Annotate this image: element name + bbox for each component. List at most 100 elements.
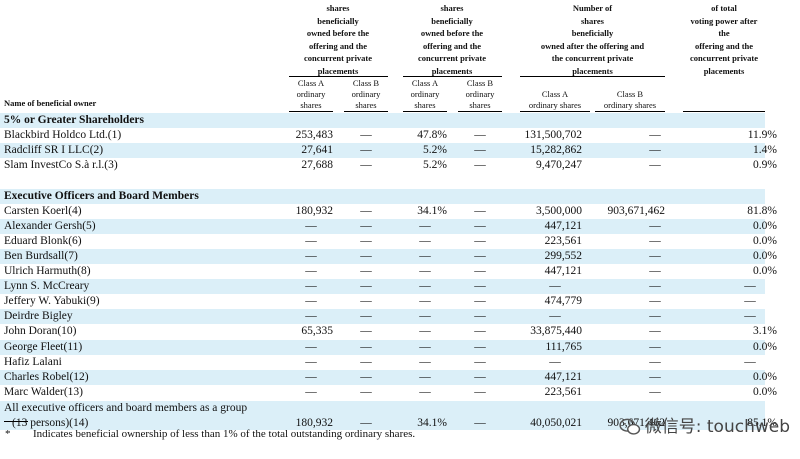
header-before-count: shares beneficially owned before the offeri… xyxy=(288,2,388,77)
cell-vote: — xyxy=(744,295,756,308)
cell-vote: — xyxy=(744,280,756,293)
cell-a_b: — xyxy=(649,385,661,398)
cell-b_b: — xyxy=(360,219,372,232)
cell-p_b: — xyxy=(474,295,486,308)
owner-name: Hafiz Lalani xyxy=(4,355,62,368)
cell-a_a: 33,875,440 xyxy=(530,325,582,338)
subheader-line: Class B xyxy=(616,89,644,99)
cell-a_a: 131,500,702 xyxy=(524,129,583,142)
cell-a_b: — xyxy=(649,280,661,293)
cell-p_b: — xyxy=(474,280,486,293)
subheader-line: ordinary shares xyxy=(603,100,657,110)
cell-b_a: — xyxy=(305,219,317,232)
cell-a_a: 111,765 xyxy=(545,340,582,353)
header-line: owned after the offering and xyxy=(540,40,645,51)
cell-vote: 0.0% xyxy=(753,340,777,353)
subheader-line: Class A xyxy=(541,89,569,99)
cell-p_b: — xyxy=(474,385,486,398)
header-rule xyxy=(289,76,388,77)
cell-a_a: 223,561 xyxy=(544,234,582,247)
subheader-rule xyxy=(289,111,333,112)
cell-a_a: 40,050,021 xyxy=(530,417,582,429)
subheader-rule xyxy=(683,111,765,112)
row-band xyxy=(0,339,765,355)
cell-vote: 0.0% xyxy=(753,385,777,398)
owner-name: Carsten Koerl(4) xyxy=(4,204,82,217)
header-line: of total xyxy=(711,3,737,13)
header-line: the xyxy=(718,28,730,38)
cell-b_b: — xyxy=(360,325,372,338)
subheader-line: Class A xyxy=(297,78,325,88)
header-before-percent: shares beneficially owned before the offeri… xyxy=(402,2,502,77)
cell-a_b: — xyxy=(649,325,661,338)
owner-name: Eduard Blonk(6) xyxy=(4,234,82,247)
cell-b_a: — xyxy=(305,234,317,247)
owner-name: John Doran(10) xyxy=(4,325,77,338)
cell-a_a: — xyxy=(549,310,561,323)
cell-p_b: — xyxy=(474,144,486,157)
subheader-line: Class B xyxy=(466,78,494,88)
header-line: concurrent private xyxy=(417,53,487,63)
owner-name: Alexander Gersh(5) xyxy=(4,219,96,232)
cell-b_a: 65,335 xyxy=(301,325,333,338)
watermark-text: 微信号: touchweb xyxy=(644,417,790,437)
cell-a_b: — xyxy=(649,295,661,308)
footnote-marker: * xyxy=(5,428,11,440)
cell-p_a: — xyxy=(419,370,431,383)
footnote-rule xyxy=(4,421,28,422)
cell-a_b: — xyxy=(649,265,661,277)
cell-vote: 0.9% xyxy=(753,159,777,172)
cell-a_b: 903,671,462 xyxy=(607,417,666,429)
cell-p_b: — xyxy=(474,417,486,429)
subheader-rule xyxy=(520,111,590,112)
total-name-line2: (13 persons)(14) xyxy=(12,417,89,429)
subheader-rule xyxy=(403,111,447,112)
cell-a_b: — xyxy=(649,355,661,368)
cell-p_b: — xyxy=(474,310,486,323)
header-line: beneficially xyxy=(571,28,614,38)
row-band xyxy=(0,113,765,129)
cell-p_b: — xyxy=(474,159,486,172)
cell-p_b: — xyxy=(474,204,486,217)
cell-p_a: — xyxy=(419,265,431,277)
cell-b_b: — xyxy=(360,355,372,368)
header-line: concurrent private xyxy=(689,53,759,63)
subheader-line: shares xyxy=(414,100,436,110)
cell-a_b: — xyxy=(649,340,661,353)
subheader-line: ordinary xyxy=(351,89,381,99)
cell-p_a: — xyxy=(419,340,431,353)
cell-a_a: 299,552 xyxy=(544,249,582,262)
header-rule xyxy=(403,76,502,77)
cell-p_b: — xyxy=(474,370,486,383)
cell-b_b: — xyxy=(360,385,372,398)
row-band xyxy=(0,248,765,264)
cell-b_a: — xyxy=(305,249,317,262)
cell-a_a: — xyxy=(549,355,561,368)
cell-p_b: — xyxy=(474,129,486,142)
header-line: concurrent private xyxy=(303,53,373,63)
cell-a_b: — xyxy=(649,310,661,323)
header-line: offering and the xyxy=(308,40,368,51)
cell-b_a: 180,932 xyxy=(295,204,333,217)
cell-a_a: 447,121 xyxy=(544,265,582,277)
cell-b_b: — xyxy=(360,265,372,277)
cell-p_b: — xyxy=(474,249,486,262)
cell-a_b: — xyxy=(649,234,661,247)
cell-b_a: — xyxy=(305,280,317,293)
cell-p_b: — xyxy=(474,265,486,277)
cell-a_b: — xyxy=(649,159,661,172)
cell-b_b: — xyxy=(360,144,372,157)
footnote-text: Indicates beneficial ownership of less t… xyxy=(33,428,416,440)
row-band xyxy=(0,188,765,204)
cell-vote: 0.0% xyxy=(753,234,777,247)
cell-b_a: 180,932 xyxy=(295,417,333,429)
header-line: placements xyxy=(431,65,473,76)
cell-a_a: 447,121 xyxy=(544,370,582,383)
cell-b_a: — xyxy=(305,370,317,383)
cell-p_a: 5.2% xyxy=(423,159,447,172)
cell-p_a: — xyxy=(419,234,431,247)
cell-p_a: 34.1% xyxy=(417,204,447,217)
header-line: offering and the xyxy=(694,40,754,51)
